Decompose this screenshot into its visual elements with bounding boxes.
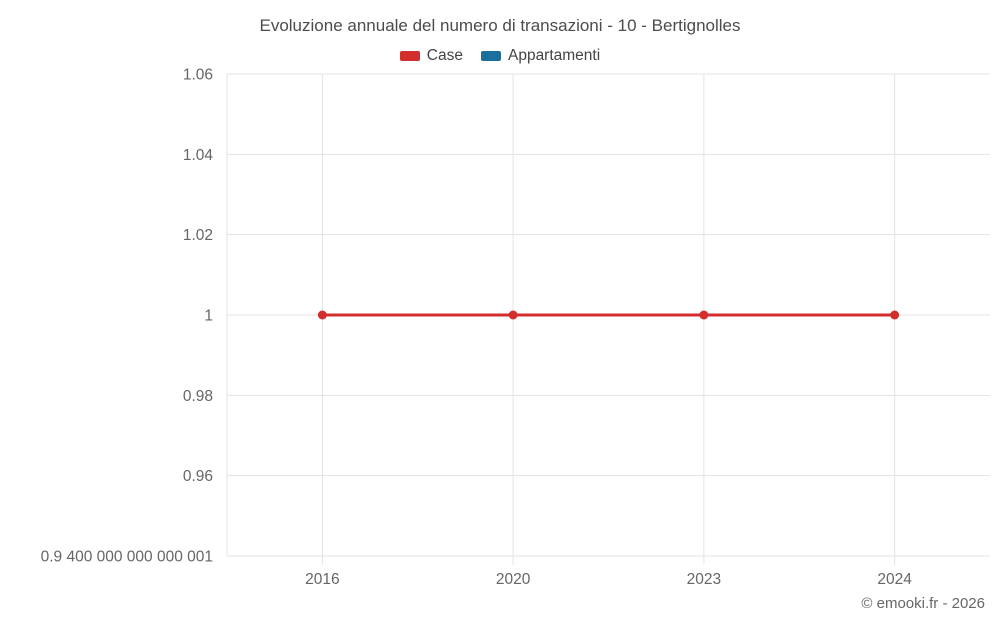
- case-data-point[interactable]: [508, 310, 518, 320]
- x-tick-label: 2024: [877, 571, 912, 588]
- x-tick-label: 2023: [687, 571, 721, 588]
- case-data-point[interactable]: [317, 310, 327, 320]
- copyright-text: © emooki.fr - 2026: [861, 595, 985, 612]
- case-series-swatch-icon: [399, 51, 420, 61]
- case-data-point[interactable]: [699, 310, 709, 320]
- y-tick-label: 0.98: [183, 388, 213, 405]
- legend-label-appartamenti: Appartamenti: [507, 47, 601, 64]
- y-tick-label: 0.96: [183, 468, 213, 485]
- y-tick-label: 1.02: [183, 227, 213, 244]
- x-tick-label: 2020: [496, 571, 531, 588]
- legend-label-case: Case: [426, 47, 463, 64]
- y-tick-label: 1.04: [183, 147, 214, 164]
- appartamenti-series-swatch-icon: [480, 51, 501, 61]
- case-data-point[interactable]: [890, 310, 900, 320]
- legend-item-case[interactable]: Case: [399, 47, 463, 65]
- legend-item-appartamenti[interactable]: Appartamenti: [480, 47, 601, 65]
- y-tick-label: 1: [204, 308, 213, 325]
- y-tick-label: 0.9 400 000 000 000 001: [41, 549, 213, 566]
- legend: Case Appartamenti: [0, 47, 1000, 65]
- y-tick-label: 1.06: [183, 67, 213, 84]
- x-tick-label: 2016: [305, 571, 339, 588]
- chart-title: Evoluzione annuale del numero di transaz…: [259, 16, 741, 35]
